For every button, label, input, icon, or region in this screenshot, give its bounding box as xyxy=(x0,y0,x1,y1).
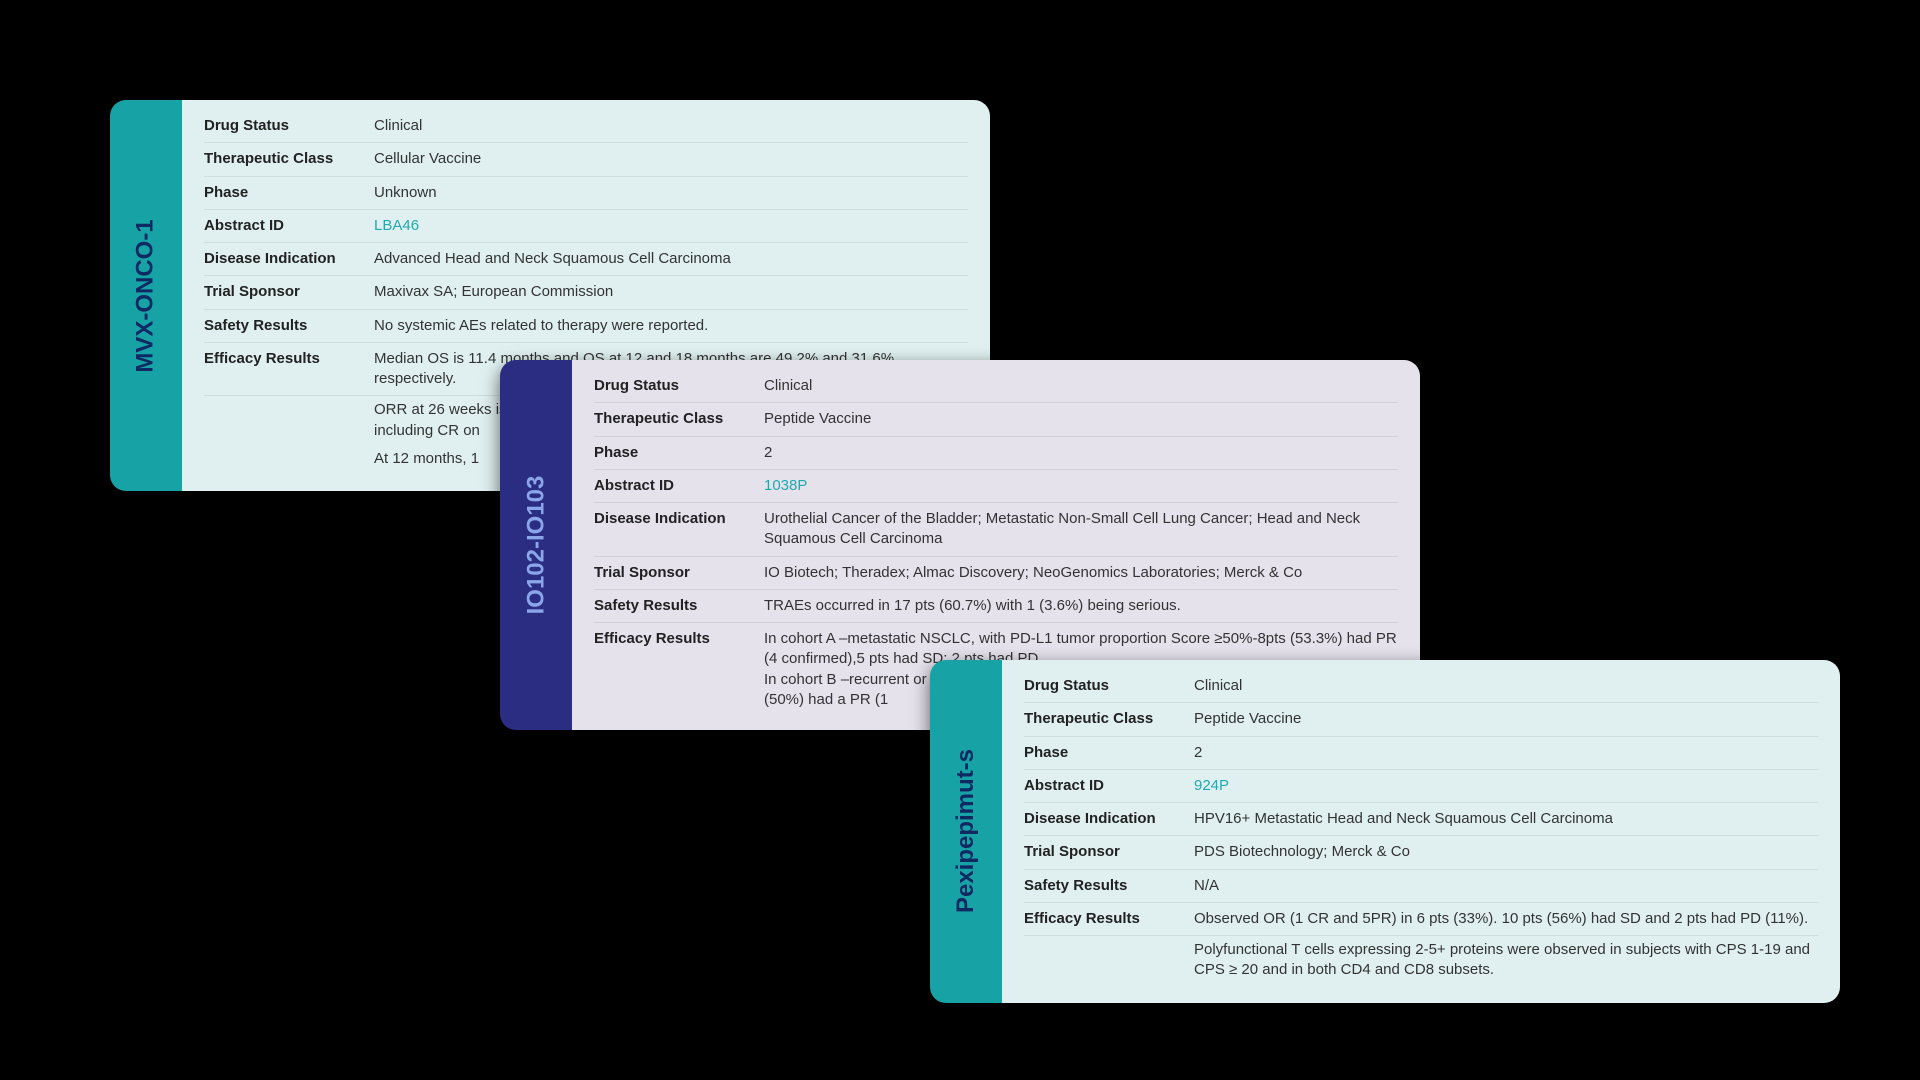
row-label: Drug Status xyxy=(204,116,374,136)
table-row: Efficacy ResultsObserved OR (1 CR and 5P… xyxy=(1024,903,1818,936)
table-row: Phase2 xyxy=(594,437,1398,470)
abstract-id-link[interactable]: 1038P xyxy=(764,476,1398,496)
row-label: Efficacy Results xyxy=(204,349,374,369)
row-value: 2 xyxy=(764,443,1398,463)
table-row: Trial SponsorPDS Biotechnology; Merck & … xyxy=(1024,836,1818,869)
row-label: Drug Status xyxy=(594,376,764,396)
row-label: Trial Sponsor xyxy=(594,563,764,583)
card-title: Pexipepimut-s xyxy=(952,749,980,913)
row-label: Abstract ID xyxy=(204,216,374,236)
row-value: No systemic AEs related to therapy were … xyxy=(374,316,968,336)
row-label: Trial Sponsor xyxy=(1024,842,1194,862)
drug-card-pexipepimut-s: Pexipepimut-s Drug StatusClinical Therap… xyxy=(930,660,1840,1003)
table-row: Safety ResultsNo systemic AEs related to… xyxy=(204,310,968,343)
table-row: Disease IndicationUrothelial Cancer of t… xyxy=(594,503,1398,557)
card-body: Drug StatusClinical Therapeutic ClassPep… xyxy=(1002,660,1840,1003)
table-row: Trial SponsorMaxivax SA; European Commis… xyxy=(204,276,968,309)
abstract-id-link[interactable]: 924P xyxy=(1194,776,1818,796)
row-label: Efficacy Results xyxy=(1024,909,1194,929)
row-label: Therapeutic Class xyxy=(1024,709,1194,729)
table-row: Safety ResultsN/A xyxy=(1024,870,1818,903)
table-row: Therapeutic ClassCellular Vaccine xyxy=(204,143,968,176)
row-value: Unknown xyxy=(374,183,968,203)
row-label: Efficacy Results xyxy=(594,629,764,649)
row-value: Peptide Vaccine xyxy=(764,409,1398,429)
row-value: IO Biotech; Theradex; Almac Discovery; N… xyxy=(764,563,1398,583)
table-row: Drug StatusClinical xyxy=(204,110,968,143)
card-title: IO102-IO103 xyxy=(522,476,550,615)
table-row: Drug StatusClinical xyxy=(594,370,1398,403)
row-label: Safety Results xyxy=(594,596,764,616)
row-label: Abstract ID xyxy=(594,476,764,496)
efficacy-line: Polyfunctional T cells expressing 2-5+ p… xyxy=(1194,940,1818,981)
table-row: Therapeutic ClassPeptide Vaccine xyxy=(594,403,1398,436)
row-label: Disease Indication xyxy=(594,509,764,529)
table-row: Phase2 xyxy=(1024,737,1818,770)
row-value: Advanced Head and Neck Squamous Cell Car… xyxy=(374,249,968,269)
row-value: Peptide Vaccine xyxy=(1194,709,1818,729)
efficacy-extra: Polyfunctional T cells expressing 2-5+ p… xyxy=(1024,936,1818,981)
row-label: Therapeutic Class xyxy=(594,409,764,429)
table-row: Abstract ID1038P xyxy=(594,470,1398,503)
card-title: MVX-ONCO-1 xyxy=(132,219,160,372)
table-row: Abstract IDLBA46 xyxy=(204,210,968,243)
row-value: TRAEs occurred in 17 pts (60.7%) with 1 … xyxy=(764,596,1398,616)
row-value: 2 xyxy=(1194,743,1818,763)
row-value: Clinical xyxy=(374,116,968,136)
row-value: Cellular Vaccine xyxy=(374,149,968,169)
row-value: PDS Biotechnology; Merck & Co xyxy=(1194,842,1818,862)
table-row: Therapeutic ClassPeptide Vaccine xyxy=(1024,703,1818,736)
table-row: Disease IndicationAdvanced Head and Neck… xyxy=(204,243,968,276)
row-label: Phase xyxy=(1024,743,1194,763)
card-tab: IO102-IO103 xyxy=(500,360,572,730)
row-label: Trial Sponsor xyxy=(204,282,374,302)
row-label: Safety Results xyxy=(1024,876,1194,896)
card-tab: Pexipepimut-s xyxy=(930,660,1002,1003)
table-row: Trial SponsorIO Biotech; Theradex; Almac… xyxy=(594,557,1398,590)
row-value: Urothelial Cancer of the Bladder; Metast… xyxy=(764,509,1398,550)
row-value: Maxivax SA; European Commission xyxy=(374,282,968,302)
table-row: PhaseUnknown xyxy=(204,177,968,210)
row-label: Phase xyxy=(594,443,764,463)
table-row: Disease IndicationHPV16+ Metastatic Head… xyxy=(1024,803,1818,836)
row-value: Observed OR (1 CR and 5PR) in 6 pts (33%… xyxy=(1194,909,1818,929)
row-label: Therapeutic Class xyxy=(204,149,374,169)
row-label: Drug Status xyxy=(1024,676,1194,696)
abstract-id-link[interactable]: LBA46 xyxy=(374,216,968,236)
table-row: Abstract ID924P xyxy=(1024,770,1818,803)
row-value: N/A xyxy=(1194,876,1818,896)
table-row: Drug StatusClinical xyxy=(1024,670,1818,703)
row-label: Safety Results xyxy=(204,316,374,336)
row-label: Disease Indication xyxy=(204,249,374,269)
row-label: Abstract ID xyxy=(1024,776,1194,796)
row-label: Phase xyxy=(204,183,374,203)
row-value: Clinical xyxy=(764,376,1398,396)
row-label: Disease Indication xyxy=(1024,809,1194,829)
table-row: Safety ResultsTRAEs occurred in 17 pts (… xyxy=(594,590,1398,623)
card-tab: MVX-ONCO-1 xyxy=(110,100,182,491)
row-value: Clinical xyxy=(1194,676,1818,696)
row-value: HPV16+ Metastatic Head and Neck Squamous… xyxy=(1194,809,1818,829)
